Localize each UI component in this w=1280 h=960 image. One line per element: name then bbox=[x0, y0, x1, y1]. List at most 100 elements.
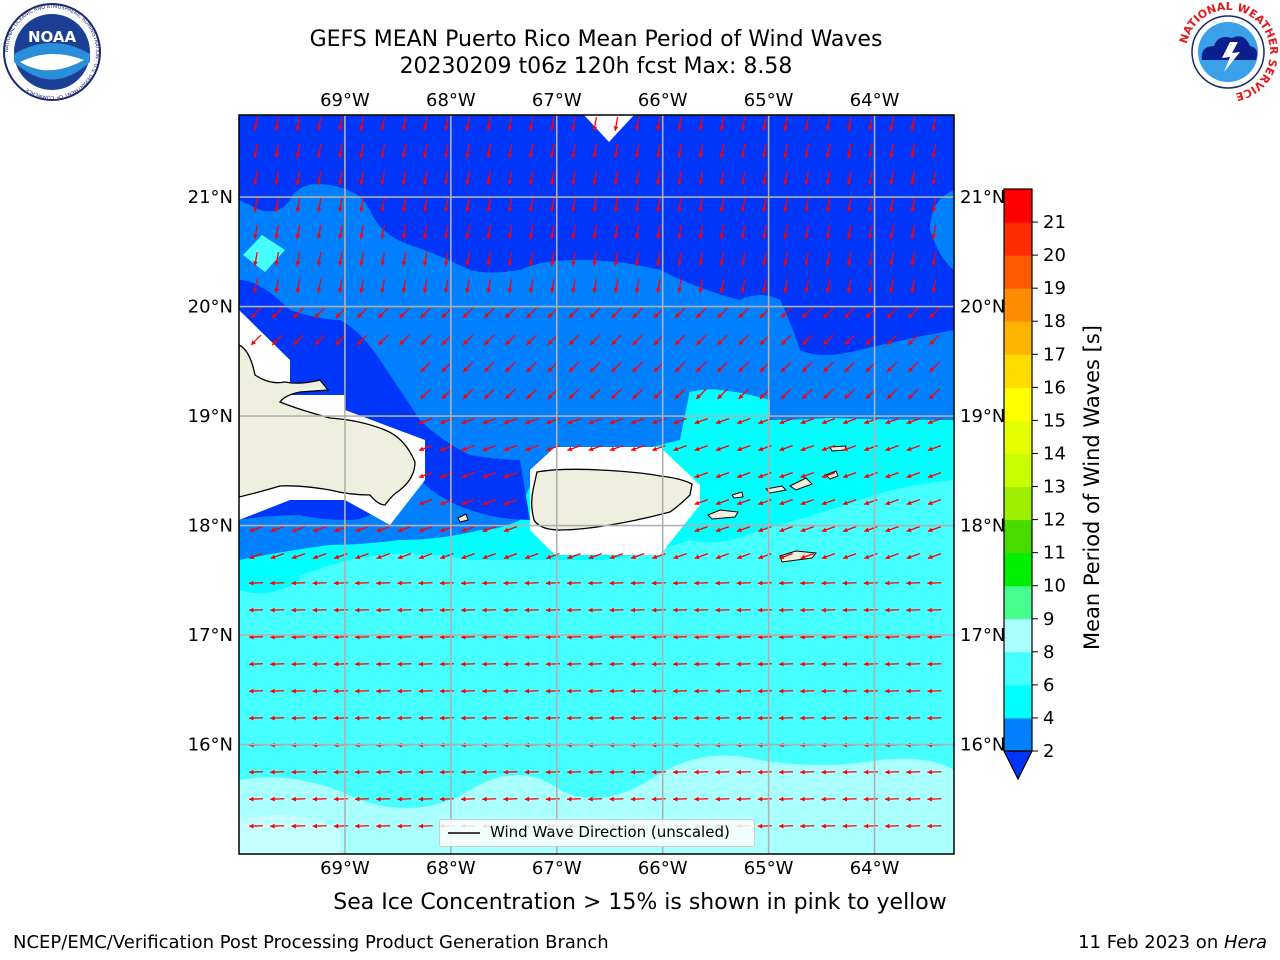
wind-arrow bbox=[780, 307, 792, 319]
wind-arrow bbox=[694, 607, 709, 613]
wind-arrow bbox=[906, 634, 921, 640]
wind-arrow bbox=[418, 607, 433, 613]
wind-arrow bbox=[397, 552, 412, 560]
wind-arrow bbox=[460, 580, 476, 586]
noaa-logo: NOAA NATIONAL OCEANIC AND ATMOSPHERIC AD… bbox=[3, 3, 101, 101]
wind-arrow bbox=[253, 116, 258, 132]
wind-arrow bbox=[486, 143, 492, 159]
wind-arrow bbox=[677, 116, 682, 132]
wind-arrow bbox=[800, 823, 815, 829]
wind-arrow bbox=[418, 688, 433, 694]
wind-arrow bbox=[695, 307, 707, 319]
wind-arrow bbox=[821, 444, 836, 452]
wind-arrow bbox=[821, 823, 836, 829]
wind-arrow bbox=[316, 197, 322, 213]
wind-arrow bbox=[630, 607, 645, 613]
wind-arrow bbox=[376, 552, 391, 560]
wind-arrow bbox=[630, 688, 645, 694]
wind-arrow bbox=[250, 307, 262, 319]
legend-line-icon bbox=[448, 832, 480, 834]
wind-arrow bbox=[295, 170, 301, 186]
wind-arrow bbox=[589, 307, 601, 319]
wind-arrow bbox=[291, 580, 306, 586]
wind-arrow bbox=[528, 224, 534, 240]
colorbar-tick-label: 14 bbox=[1043, 443, 1066, 464]
wind-arrow bbox=[842, 607, 857, 613]
wind-arrow bbox=[736, 688, 751, 694]
wind-arrow bbox=[460, 715, 476, 721]
wind-arrow bbox=[677, 278, 682, 294]
wind-arrow bbox=[250, 334, 262, 346]
wind-arrow bbox=[356, 334, 368, 346]
wind-arrow bbox=[507, 170, 513, 186]
wind-arrow bbox=[359, 224, 364, 240]
wind-arrow bbox=[376, 634, 391, 640]
wind-arrow bbox=[884, 688, 900, 694]
wind-arrow bbox=[761, 224, 767, 240]
colorbar-segment bbox=[1004, 684, 1032, 719]
wind-arrow bbox=[889, 170, 894, 186]
wind-arrow bbox=[566, 607, 582, 613]
wind-arrow bbox=[359, 197, 364, 213]
wind-arrow bbox=[482, 471, 497, 479]
wind-arrow bbox=[316, 224, 322, 240]
wind-arrow bbox=[610, 334, 622, 346]
wind-arrow bbox=[549, 197, 555, 213]
wind-arrow bbox=[465, 251, 470, 267]
map-layer bbox=[239, 115, 954, 854]
wind-arrow bbox=[889, 143, 894, 159]
colorbar-extend-min bbox=[1003, 750, 1033, 781]
wind-arrow bbox=[867, 251, 873, 267]
wind-arrow bbox=[927, 498, 942, 506]
wind-arrow bbox=[842, 471, 857, 479]
wind-arrow bbox=[931, 278, 937, 294]
wind-arrow bbox=[715, 769, 730, 775]
wind-arrow bbox=[482, 769, 497, 775]
wind-arrow bbox=[291, 661, 306, 667]
wind-arrow bbox=[486, 278, 492, 294]
wind-arrow bbox=[503, 715, 518, 721]
wind-arrow bbox=[337, 116, 343, 132]
wind-arrow bbox=[420, 361, 432, 373]
wind-arrow bbox=[524, 661, 539, 667]
wind-arrow bbox=[906, 715, 921, 721]
wind-arrow bbox=[571, 251, 576, 267]
wind-arrow bbox=[248, 715, 264, 721]
wind-arrow bbox=[677, 170, 682, 186]
wind-arrow bbox=[270, 769, 285, 775]
wind-arrow bbox=[422, 170, 428, 186]
wind-arrow bbox=[566, 715, 582, 721]
lon-label-top: 69°W bbox=[320, 90, 370, 111]
wind-arrow bbox=[778, 580, 794, 586]
field-9-10-patch bbox=[239, 814, 340, 854]
wind-arrow bbox=[418, 525, 433, 533]
wind-arrow bbox=[863, 769, 878, 775]
wind-arrow bbox=[931, 170, 937, 186]
wind-arrow bbox=[906, 498, 921, 506]
wind-arrow bbox=[422, 143, 428, 159]
wind-arrow bbox=[592, 170, 598, 186]
wind-arrow bbox=[931, 224, 937, 240]
wind-arrow bbox=[610, 307, 622, 319]
wind-arrow bbox=[461, 498, 475, 506]
wind-arrow bbox=[418, 552, 433, 560]
wind-arrow bbox=[359, 251, 364, 267]
wind-arrow bbox=[804, 197, 810, 213]
colorbar-tick-label: 15 bbox=[1043, 410, 1066, 431]
wind-arrow bbox=[757, 796, 772, 802]
wind-arrow bbox=[443, 224, 449, 240]
colorbar-segment bbox=[1004, 453, 1032, 488]
wind-arrow bbox=[738, 307, 750, 319]
wind-arrow bbox=[800, 769, 815, 775]
wind-arrow bbox=[927, 525, 942, 533]
colorbar-tick-label: 13 bbox=[1043, 477, 1066, 498]
gridlines bbox=[239, 115, 954, 854]
wind-arrow bbox=[698, 143, 704, 159]
wind-arrow bbox=[249, 525, 263, 533]
wind-arrow bbox=[566, 580, 582, 586]
wind-arrow bbox=[482, 417, 497, 425]
wind-arrow bbox=[694, 715, 709, 721]
wind-arrow bbox=[821, 417, 836, 425]
field-9-10 bbox=[239, 755, 954, 854]
wind-arrow bbox=[377, 334, 389, 346]
